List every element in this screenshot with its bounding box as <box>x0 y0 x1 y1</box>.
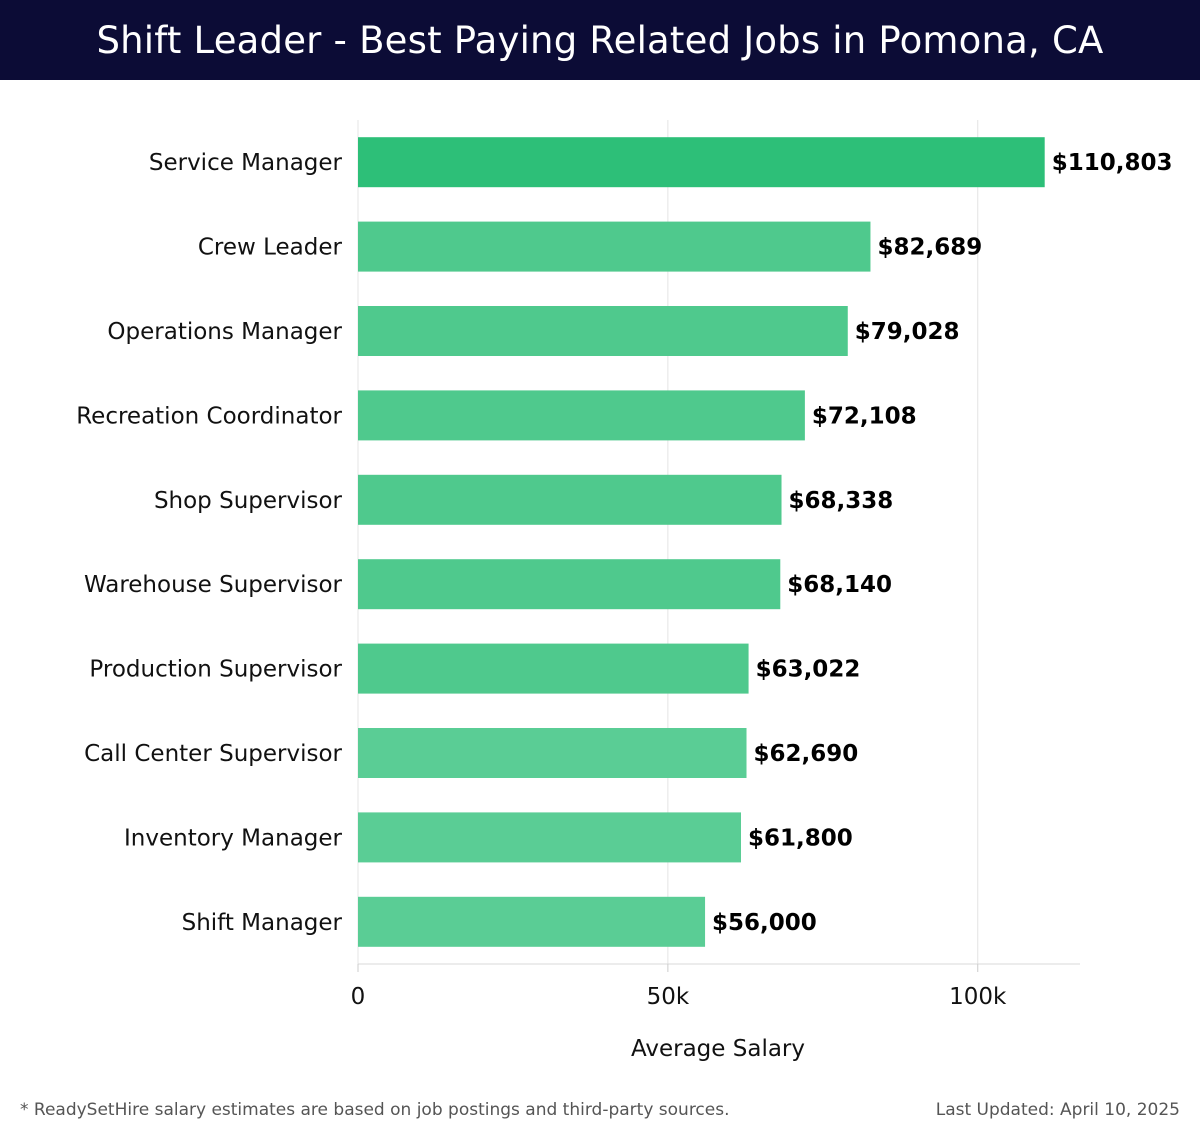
value-labels: $110,803 $82,689 $79,028 $72,108 $68,338 $68,… <box>712 150 1172 936</box>
bar <box>358 306 848 356</box>
bars <box>358 137 1045 947</box>
value-label: $68,338 <box>789 488 894 514</box>
bar <box>358 643 749 694</box>
bar <box>358 896 706 947</box>
category-label: Service Manager <box>149 150 343 176</box>
category-label: Shop Supervisor <box>154 488 343 514</box>
value-label: $68,140 <box>787 572 892 598</box>
value-label: $72,108 <box>812 403 917 429</box>
chart-title: Shift Leader - Best Paying Related Jobs … <box>96 18 1104 62</box>
value-label: $61,800 <box>748 825 853 851</box>
value-label: $79,028 <box>855 319 960 345</box>
x-tick-label: 100k <box>949 984 1007 1010</box>
x-tick-label: 0 <box>351 984 366 1010</box>
value-label: $63,022 <box>756 657 861 683</box>
value-label: $56,000 <box>712 910 817 936</box>
category-labels: Service Manager Crew Leader Operations Man… <box>76 150 342 936</box>
category-label: Inventory Manager <box>124 825 343 851</box>
x-axis-ticks: 0 50k 100k <box>351 964 1007 1010</box>
category-label: Shift Manager <box>182 910 343 936</box>
category-label: Call Center Supervisor <box>84 741 342 767</box>
bar <box>358 728 747 778</box>
value-label: $62,690 <box>754 741 859 767</box>
value-label: $82,689 <box>877 235 982 261</box>
category-label: Production Supervisor <box>89 657 342 683</box>
bar <box>358 390 805 441</box>
footnote: * ReadySetHire salary estimates are base… <box>20 1100 730 1120</box>
x-axis-title: Average Salary <box>631 1036 805 1062</box>
category-label: Crew Leader <box>198 235 343 261</box>
last-updated: Last Updated: April 10, 2025 <box>935 1100 1180 1120</box>
category-label: Operations Manager <box>107 319 342 345</box>
x-tick-label: 50k <box>647 984 690 1010</box>
bar <box>358 221 871 272</box>
bar <box>358 559 781 610</box>
bar <box>358 812 742 863</box>
category-label: Recreation Coordinator <box>76 403 342 429</box>
value-label: $110,803 <box>1052 150 1173 176</box>
chart-header: Shift Leader - Best Paying Related Jobs … <box>0 0 1200 80</box>
bar <box>358 137 1045 188</box>
category-label: Warehouse Supervisor <box>84 572 343 598</box>
bar <box>358 474 782 525</box>
